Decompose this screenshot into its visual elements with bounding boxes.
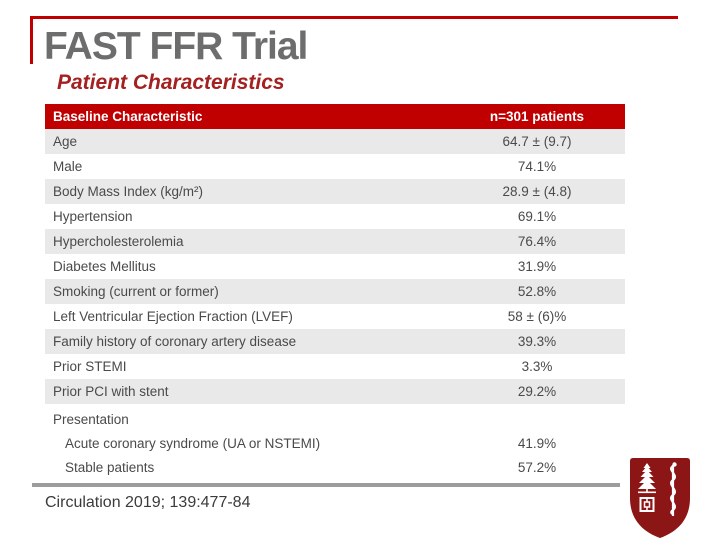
row-value: 3.3% — [521, 359, 553, 374]
row-value: 58 ± (6)% — [507, 309, 567, 324]
row-value: 31.9% — [517, 259, 557, 274]
row-label: Hypercholesterolemia — [53, 234, 184, 249]
table-row: Left Ventricular Ejection Fraction (LVEF… — [45, 304, 625, 329]
row-value: 39.3% — [517, 334, 557, 349]
seal-icon — [639, 497, 655, 512]
left-accent-rule — [30, 16, 33, 64]
row-value: 29.2% — [517, 384, 557, 399]
row-label: Smoking (current or former) — [53, 284, 219, 299]
table-row: Hypertension 69.1% — [45, 204, 625, 229]
row-label: Prior STEMI — [53, 359, 127, 374]
row-label: Prior PCI with stent — [53, 384, 169, 399]
row-label: Family history of coronary artery diseas… — [53, 334, 297, 349]
slide-title: FAST FFR Trial — [44, 25, 308, 68]
table-row: Age 64.7 ± (9.7) — [45, 129, 625, 154]
table-header-value: n=301 patients — [489, 109, 585, 124]
presentation-group-header: Presentation — [45, 407, 625, 431]
row-value: 74.1% — [517, 159, 557, 174]
footer-divider-rule — [32, 483, 620, 487]
table-header-row: Baseline Characteristic n=301 patients — [45, 104, 625, 129]
row-label: Hypertension — [53, 209, 133, 224]
table-row: Body Mass Index (kg/m²) 28.9 ± (4.8) — [45, 179, 625, 204]
group-label: Presentation — [53, 411, 129, 427]
top-accent-rule — [31, 16, 678, 19]
table-row: Hypercholesterolemia 76.4% — [45, 229, 625, 254]
table-subrow: Acute coronary syndrome (UA or NSTEMI) 4… — [45, 431, 625, 455]
stanford-medicine-shield-logo — [627, 456, 693, 540]
row-label: Male — [53, 159, 83, 174]
tree-icon — [638, 463, 656, 494]
row-value: 76.4% — [517, 234, 557, 249]
table-row: Diabetes Mellitus 31.9% — [45, 254, 625, 279]
subrow-label: Acute coronary syndrome (UA or NSTEMI) — [65, 435, 321, 451]
row-value: 52.8% — [517, 284, 557, 299]
shield-icon — [630, 458, 690, 538]
table-row: Family history of coronary artery diseas… — [45, 329, 625, 354]
table-row: Male 74.1% — [45, 154, 625, 179]
table-row: Smoking (current or former) 52.8% — [45, 279, 625, 304]
rod-of-asclepius-icon — [670, 462, 677, 516]
slide-subtitle: Patient Characteristics — [57, 71, 285, 94]
row-value: 69.1% — [517, 209, 557, 224]
row-label: Left Ventricular Ejection Fraction (LVEF… — [53, 309, 293, 324]
presentation-group: Presentation Acute coronary syndrome (UA… — [45, 404, 625, 483]
row-value: 28.9 ± (4.8) — [502, 184, 572, 199]
subrow-value: 41.9% — [517, 435, 557, 451]
row-label: Body Mass Index (kg/m²) — [53, 184, 204, 199]
table-row: Prior STEMI 3.3% — [45, 354, 625, 379]
row-value: 64.7 ± (9.7) — [502, 134, 572, 149]
row-label: Age — [53, 134, 78, 149]
shield-shape — [630, 458, 690, 538]
subrow-value: 57.2% — [517, 459, 557, 475]
table-subrow: Stable patients 57.2% — [45, 455, 625, 479]
citation-text: Circulation 2019; 139:477-84 — [45, 494, 251, 511]
table-header-characteristic: Baseline Characteristic — [53, 109, 203, 124]
row-label: Diabetes Mellitus — [53, 259, 156, 274]
baseline-characteristics-table: Baseline Characteristic n=301 patients A… — [45, 104, 625, 483]
subrow-label: Stable patients — [65, 459, 155, 475]
table-row: Prior PCI with stent 29.2% — [45, 379, 625, 404]
